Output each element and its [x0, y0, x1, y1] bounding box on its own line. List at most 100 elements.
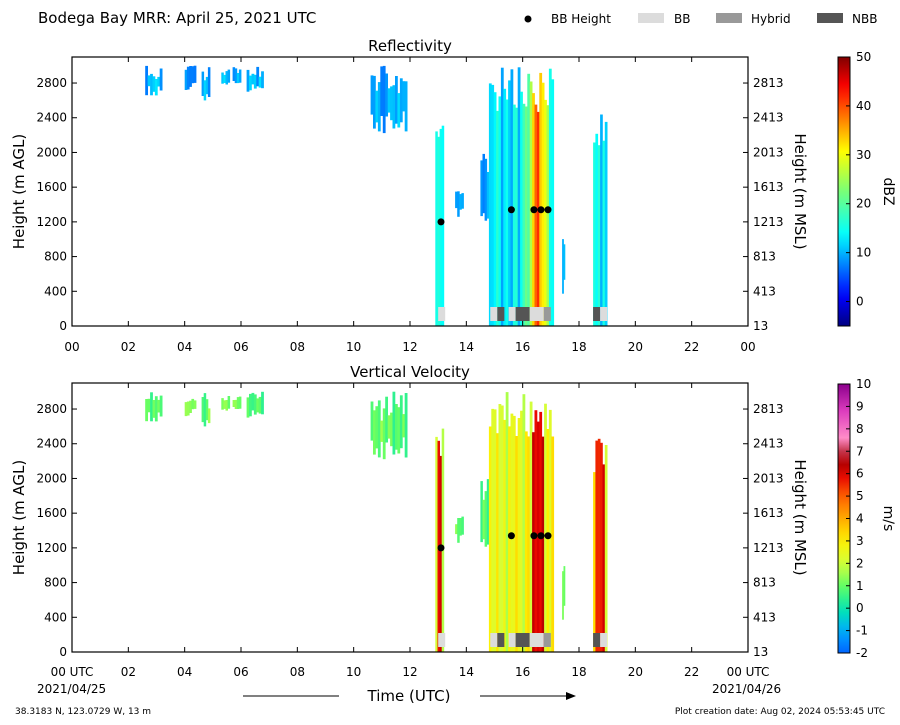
echo-column [457, 518, 460, 543]
echo-column [488, 426, 492, 652]
x-tick-label: 08 [290, 340, 305, 354]
x-tick-label: 12 [402, 340, 417, 354]
echo-column [397, 407, 401, 454]
panel-title: Reflectivity [368, 37, 452, 55]
echo-column [392, 391, 396, 455]
y-tick-right-label: 2413 [753, 111, 784, 125]
echo-column [496, 110, 499, 326]
echo-column [439, 455, 443, 652]
echo-column [205, 399, 209, 421]
echo-column [189, 400, 192, 413]
echo-column [225, 71, 228, 85]
y-axis-label: Height (m AGL) [10, 134, 28, 249]
echo-column [380, 66, 384, 116]
colorbar-tick-label: 30 [856, 148, 871, 162]
panel-title: Vertical Velocity [350, 363, 470, 381]
colorbar-tick-label: 10 [856, 377, 871, 391]
y-tick-right-label: 2813 [753, 76, 784, 90]
x-tick-label: 20 [628, 665, 643, 679]
echo-column [236, 73, 240, 84]
bb-height-dot [530, 206, 538, 214]
colorbar-tick-label: 4 [856, 512, 864, 526]
echo-column [147, 398, 151, 413]
y-tick-label: 2400 [36, 111, 67, 125]
plot-frame [71, 56, 749, 327]
bb-height-dot [537, 532, 545, 540]
echo-column [152, 400, 156, 418]
legend-label-nbb: NBB [852, 12, 877, 26]
echo-column [234, 68, 238, 84]
legend-dot-bb-height [524, 15, 532, 23]
echo-column [439, 128, 443, 326]
echo-column [437, 136, 440, 326]
colorbar-tick-label: 10 [856, 246, 871, 260]
bb-type-box-nbb [593, 633, 601, 647]
echo-column [441, 125, 445, 326]
y-tick-right-label: 1613 [753, 180, 784, 194]
echo-column [395, 404, 398, 450]
echo-column [498, 404, 502, 652]
echo-column [515, 107, 519, 326]
echo-column [602, 140, 606, 326]
y-tick-label: 2000 [36, 471, 67, 485]
echo-column [529, 401, 533, 652]
echo-column [238, 396, 242, 409]
echo-column [562, 239, 564, 294]
echo-column [203, 393, 207, 427]
echo-column [232, 400, 236, 407]
echo-column [404, 81, 408, 132]
x-tick-label: 16 [515, 665, 530, 679]
colorbar-label: m/s [880, 506, 896, 532]
echo-column [493, 92, 497, 326]
x-tick-label: 00 [740, 340, 755, 354]
y-tick-label: 2800 [36, 402, 67, 416]
echo-column [201, 397, 205, 423]
echo-column [539, 72, 543, 326]
bb-type-box-bb [490, 307, 498, 321]
bb-type-box-bb [600, 307, 608, 321]
echo-column [548, 409, 552, 652]
echo-column [387, 88, 391, 113]
echo-column [159, 395, 163, 417]
bb-type-box-nbb [497, 307, 505, 321]
echo-column [593, 142, 596, 326]
echo-column [382, 408, 386, 460]
colorbar-tick-label: -2 [856, 646, 868, 660]
colorbar-tick-label: 7 [856, 444, 864, 458]
location-label: 38.3183 N, 123.0729 W, 13 m [15, 707, 151, 717]
echo-column [484, 158, 488, 221]
echo-column [157, 76, 161, 87]
y-tick-right-label: 13 [753, 319, 768, 333]
echo-column [225, 400, 228, 411]
echo-column [455, 191, 458, 209]
echo-column [251, 73, 255, 85]
echo-column [154, 396, 158, 422]
bb-height-dot [537, 206, 545, 214]
legend-swatch-bb [638, 13, 664, 23]
echo-column [201, 71, 205, 96]
echo-column [527, 436, 531, 652]
bb-type-box-bb [529, 307, 544, 321]
echo-column [150, 73, 153, 96]
y-tick-label: 400 [44, 284, 67, 298]
echo-column [261, 391, 264, 415]
echo-column [159, 68, 163, 91]
echo-column [534, 410, 538, 652]
echo-column [184, 402, 188, 417]
x-tick-label: 14 [459, 340, 474, 354]
echo-column [546, 105, 550, 326]
bb-height-dot [507, 206, 515, 214]
echo-column [246, 397, 250, 418]
date-end-label: 2021/04/26 [712, 682, 781, 696]
echo-column [373, 410, 376, 455]
y-tick-label: 2800 [36, 76, 67, 90]
echo-column [382, 65, 386, 134]
echo-column [145, 65, 148, 96]
echo-column [522, 394, 526, 652]
echo-column [186, 66, 190, 90]
echo-column [461, 516, 464, 535]
echo-column [563, 566, 566, 606]
creation-date-label: Plot creation date: Aug 02, 2024 05:53:4… [675, 707, 885, 717]
